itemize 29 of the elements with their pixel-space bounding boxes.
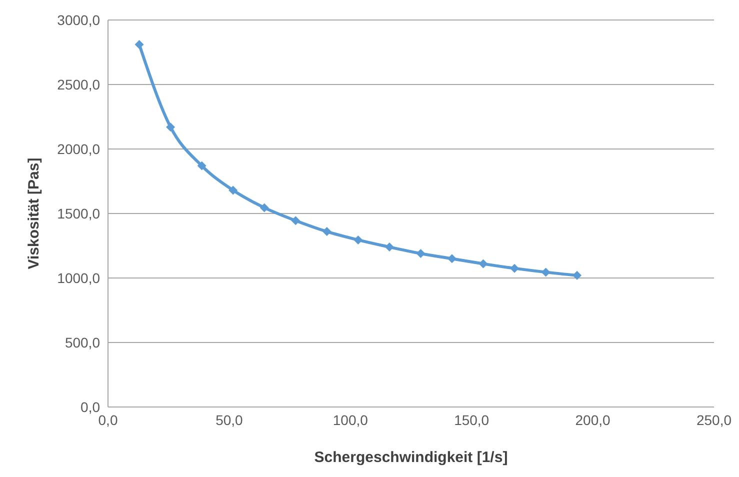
- point: [291, 216, 300, 226]
- y-axis-title: Viskosität [Pas]: [25, 158, 42, 270]
- x-tick-label: 50,0: [216, 412, 244, 428]
- x-axis-title: Schergeschwindigkeit [1/s]: [314, 449, 508, 466]
- point: [416, 248, 426, 258]
- y-tick-label: 0,0: [80, 398, 100, 415]
- point: [572, 270, 582, 280]
- y-tick-label: 1000,0: [57, 270, 100, 286]
- point: [541, 268, 550, 277]
- x-tick-label: 250,0: [696, 412, 732, 428]
- y-tick-label: 1500,0: [57, 205, 100, 222]
- y-tick-label: 2500,0: [57, 76, 100, 92]
- y-tick-label: 3000,0: [57, 12, 100, 28]
- point: [228, 186, 238, 195]
- x-tick-label: 150,0: [454, 412, 490, 428]
- point: [322, 227, 332, 236]
- x-tick-label: 200,0: [575, 412, 611, 428]
- point: [384, 242, 394, 252]
- point: [134, 40, 144, 50]
- point: [166, 122, 176, 132]
- point: [260, 203, 269, 212]
- point: [197, 161, 206, 170]
- y-tick-label: 2000,0: [57, 140, 100, 157]
- point: [447, 254, 456, 264]
- x-tick-label: 0,0: [98, 412, 118, 428]
- point: [354, 235, 363, 244]
- y-tick-label: 500,0: [64, 334, 100, 350]
- point: [478, 259, 488, 268]
- x-tick-label: 100,0: [332, 412, 368, 428]
